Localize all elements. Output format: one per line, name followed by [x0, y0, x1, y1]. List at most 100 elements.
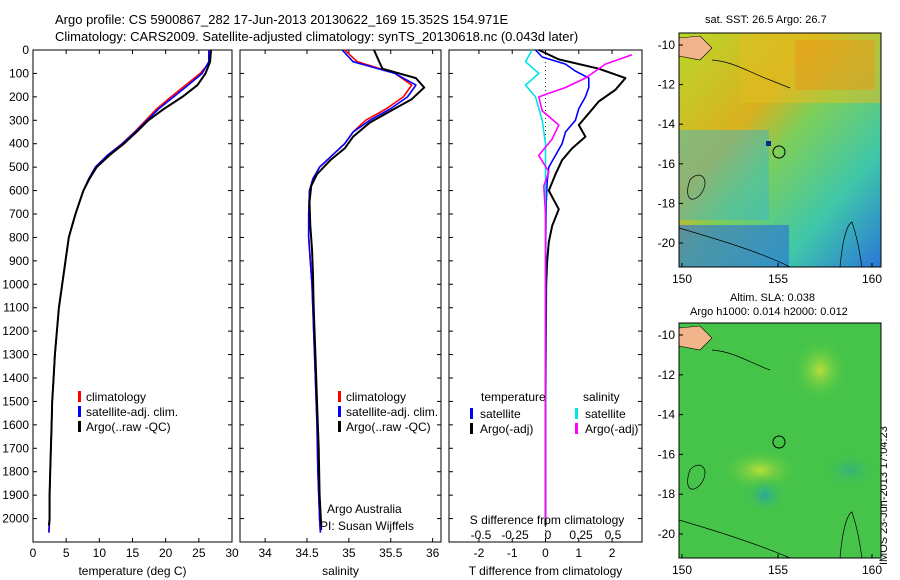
depth-tick-label: 700	[9, 207, 29, 221]
depth-tick-label: 0	[22, 43, 29, 57]
depth-tick-label: 300	[9, 113, 29, 127]
temperature-legend-label: satellite-adj. clim.	[86, 405, 178, 419]
sst-cold-region	[679, 225, 789, 267]
legend-header-temperature: temperature	[481, 390, 546, 404]
sla-map-field	[679, 323, 881, 558]
sst-pixel-marker	[766, 141, 771, 146]
sst-map-frame	[678, 32, 882, 268]
secondary-x-tick-label: -0.5	[471, 528, 492, 542]
difference-legend-swatch	[470, 408, 473, 419]
sla-contour-3	[839, 511, 863, 559]
salinity-legend-label: satellite-adj. clim.	[346, 405, 438, 419]
temperature-legend-label: Argo(..raw -QC)	[86, 420, 171, 434]
map-y-tick-label: -18	[658, 487, 676, 501]
differences-series-line-0	[534, 49, 590, 519]
depth-tick-label: 1600	[2, 418, 29, 432]
map-x-tick-label: 160	[862, 563, 882, 577]
secondary-x-tick-label: 0.5	[605, 528, 622, 542]
map-y-tick-label: -10	[658, 328, 676, 342]
figure-title-line2: Climatology: CARS2009. Satellite-adjuste…	[55, 29, 579, 44]
temperature-x-axis-label: temperature (deg C)	[78, 564, 186, 578]
differences-series-line-2	[524, 49, 547, 519]
depth-tick-label: 600	[9, 184, 29, 198]
depth-tick-label: 1300	[2, 348, 29, 362]
depth-tick-label: 500	[9, 160, 29, 174]
sst-coast-contour	[711, 59, 791, 89]
depth-tick-label: 1000	[2, 277, 29, 291]
map-y-tick-label: -20	[658, 236, 676, 250]
map-x-tick-label: 150	[672, 563, 692, 577]
differences-x-tick-label: -2	[474, 546, 485, 560]
sst-cool-region	[679, 130, 769, 220]
differences-x-tick-label: 2	[609, 546, 616, 560]
salinity-plot-frame	[239, 49, 442, 543]
temperature-x-tick-label: 5	[63, 546, 70, 560]
salinity-x-tick-label: 34.5	[295, 546, 319, 560]
sst-contour-1	[687, 174, 706, 200]
secondary-x-tick-label: 0	[545, 528, 552, 542]
map-x-tick-label: 155	[768, 563, 788, 577]
difference-legend-swatch	[470, 423, 473, 434]
map-y-tick-label: -20	[658, 527, 676, 541]
temperature-legend-swatch	[78, 406, 81, 417]
difference-chart: -2 -1 0 1 2 T difference from climatology temp…	[449, 49, 642, 578]
map-y-tick-label: -14	[658, 117, 676, 131]
depth-tick-label: 1800	[2, 465, 29, 479]
differences-x-tick-label: 0	[542, 546, 549, 560]
salinity-chart: 34 34.5 35 35.5 36 salinity climatologysatelli…	[240, 49, 441, 578]
salinity-annotation-line2: PI: Susan Wijffels	[320, 519, 414, 533]
sst-contour-2	[678, 227, 791, 268]
salinity-legend-label: Argo(..raw -QC)	[346, 420, 431, 434]
sst-map-title: sat. SST: 26.5 Argo: 26.7	[705, 14, 827, 26]
secondary-x-tick-label: 0.25	[569, 528, 593, 542]
difference-legend-swatch	[575, 408, 578, 419]
sla-low-anomaly	[743, 475, 787, 515]
sst-argo-position-marker	[772, 145, 786, 159]
salinity-x-tick-label: 35.5	[379, 546, 403, 560]
depth-tick-label: 1900	[2, 488, 29, 502]
map-y-tick-label: -10	[658, 38, 676, 52]
difference-legend-label: Argo(-adj)	[480, 422, 533, 436]
salinity-x-tick-label: 34	[258, 546, 272, 560]
legend-header-salinity: salinity	[583, 390, 620, 404]
salinity-x-tick-label: 35	[342, 546, 356, 560]
salinity-annotation-line1: Argo Australia	[327, 502, 402, 516]
temperature-x-tick-label: 30	[225, 546, 239, 560]
differences-x-axis-label: T difference from climatology	[469, 564, 623, 578]
salinity-x-axis-label: salinity	[322, 564, 359, 578]
depth-tick-label: 1700	[2, 441, 29, 455]
depth-tick-label: 1400	[2, 371, 29, 385]
differences-series-line-1	[538, 49, 627, 526]
temperature-series-line-2	[47, 49, 212, 526]
differences-x-tick-label: -1	[507, 546, 518, 560]
salinity-legend-swatch	[338, 391, 341, 402]
temperature-x-tick-label: 25	[192, 546, 206, 560]
map-x-tick-label: 155	[768, 272, 788, 286]
depth-tick-label: 200	[9, 90, 29, 104]
salinity-legend-swatch	[338, 421, 341, 432]
map-y-tick-label: -12	[658, 78, 676, 92]
depth-tick-label: 400	[9, 137, 29, 151]
secondary-x-tick-label: -0.25	[501, 528, 529, 542]
sla-contour-1	[687, 464, 706, 490]
temperature-legend-label: climatology	[86, 390, 146, 404]
difference-legend-swatch	[575, 423, 578, 434]
map-y-tick-label: -16	[658, 447, 676, 461]
depth-tick-label: 1100	[3, 301, 29, 315]
salinity-legend-label: climatology	[346, 390, 406, 404]
sla-coast-contour	[711, 349, 771, 371]
sst-contour-3	[839, 221, 863, 268]
differences-series-line-3	[537, 53, 633, 519]
depth-tick-label: 2000	[2, 512, 29, 526]
sla-map-title-line2: Argo h1000: 0.014 h2000: 0.012	[690, 306, 848, 318]
map-x-tick-label: 150	[672, 272, 692, 286]
salinity-x-tick-label: 36	[426, 546, 440, 560]
sla-argo-position-marker	[772, 435, 786, 449]
temperature-series-line-0	[48, 49, 213, 533]
difference-legend-label: satellite	[480, 407, 521, 421]
sla-map-frame	[678, 322, 882, 559]
sst-map	[678, 32, 882, 268]
depth-tick-label: 100	[9, 66, 29, 80]
temperature-x-tick-label: 10	[93, 546, 107, 560]
